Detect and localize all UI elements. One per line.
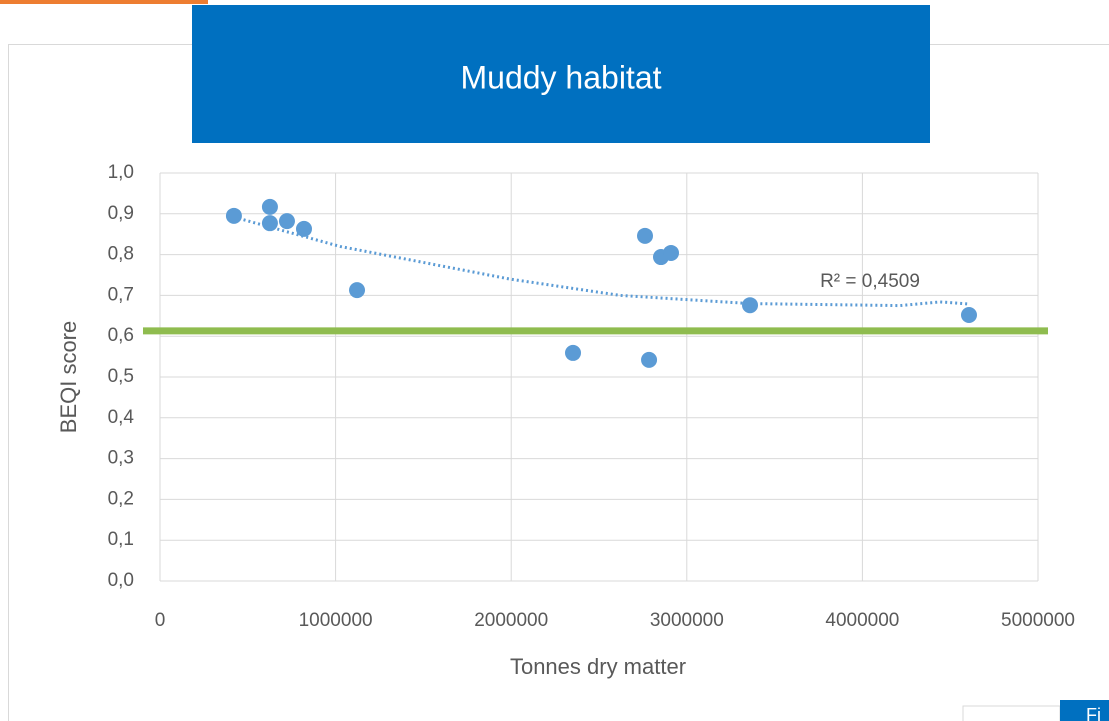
y-tick-label: 0,8: [108, 244, 134, 265]
x-tick-label: 3000000: [650, 610, 724, 631]
x-axis-label: Tonnes dry matter: [510, 654, 686, 679]
x-tick-label: 5000000: [1001, 610, 1075, 631]
y-tick-label: 0,3: [108, 448, 134, 469]
y-tick-label: 0,1: [108, 529, 134, 550]
y-tick-label: 0,5: [108, 366, 134, 387]
title-box: [192, 5, 930, 143]
corner-button-label[interactable]: Fi: [1086, 705, 1101, 721]
x-tick-label: 1000000: [299, 610, 373, 631]
point: [261, 215, 278, 232]
y-tick-label: 0,9: [108, 203, 134, 224]
corner-box: [962, 705, 1061, 721]
point: [742, 297, 759, 314]
point: [960, 306, 977, 323]
x-tick-label: 4000000: [825, 610, 899, 631]
x-tick-label: 2000000: [474, 610, 548, 631]
point: [637, 227, 654, 244]
y-tick-label: 0,2: [108, 488, 134, 509]
r-squared-label: R² = 0,4509: [820, 271, 920, 292]
y-axis-label: BEQI score: [56, 321, 81, 433]
x-tick-label: 0: [155, 610, 166, 631]
point: [641, 351, 658, 368]
point: [662, 244, 679, 261]
orange-bar: [0, 0, 208, 4]
point: [278, 213, 295, 230]
point: [225, 207, 242, 224]
y-tick-label: 1,0: [108, 162, 134, 183]
y-tick-label: 0,6: [108, 325, 134, 346]
point: [565, 344, 582, 361]
y-tick-label: 0,4: [108, 407, 135, 428]
chart-title: Muddy habitat: [460, 59, 661, 95]
y-tick-label: 0,0: [108, 570, 134, 591]
y-tick-label: 0,7: [108, 284, 134, 305]
chart-frame: [8, 44, 1109, 721]
point: [261, 198, 278, 215]
point: [295, 220, 312, 237]
point: [349, 282, 366, 299]
corner-button[interactable]: [1060, 700, 1109, 721]
